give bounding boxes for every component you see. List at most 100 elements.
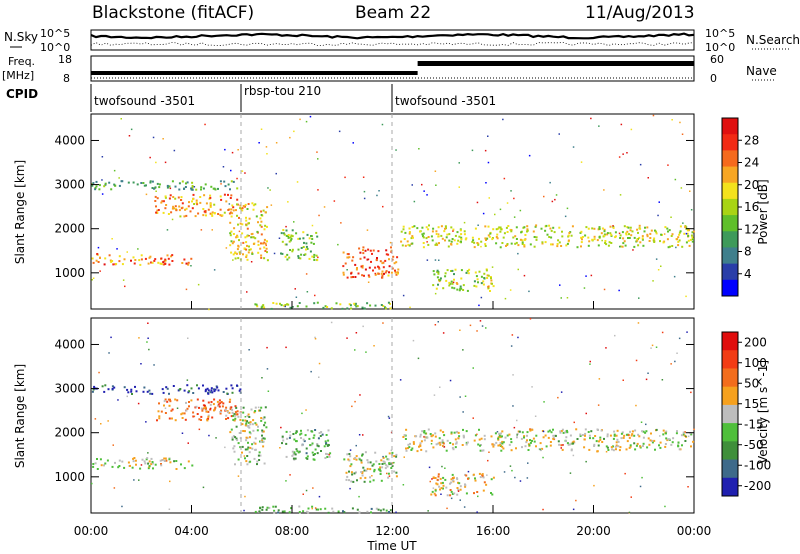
data-cell <box>443 434 446 437</box>
data-cell <box>387 472 390 475</box>
data-cell <box>463 230 466 233</box>
data-cell <box>288 511 291 514</box>
data-cell <box>237 458 240 461</box>
noise-cell <box>366 229 369 231</box>
data-cell <box>365 469 368 472</box>
data-cell <box>241 423 244 426</box>
data-cell <box>203 194 206 197</box>
noise-cell <box>100 423 102 425</box>
noise-cell <box>559 284 561 286</box>
data-cell <box>493 443 496 446</box>
data-cell <box>423 431 426 434</box>
noise-cell <box>362 325 364 328</box>
data-cell <box>489 276 492 278</box>
data-cell <box>280 252 282 255</box>
data-cell <box>247 251 250 254</box>
data-cell <box>167 213 170 215</box>
data-cell <box>521 431 524 434</box>
data-cell <box>441 481 444 484</box>
data-cell <box>498 432 501 435</box>
colorbar-tick-label: 100 <box>744 356 767 370</box>
data-cell <box>597 444 600 447</box>
data-cell <box>605 445 608 448</box>
data-cell <box>242 411 245 414</box>
data-cell <box>667 230 669 233</box>
data-cell <box>273 509 276 512</box>
colorbar-swatch <box>722 198 738 216</box>
data-cell <box>387 253 390 256</box>
data-cell <box>149 392 152 395</box>
data-cell <box>134 459 137 462</box>
data-cell <box>312 454 315 456</box>
data-cell <box>248 245 250 248</box>
data-cell <box>220 409 223 412</box>
noise-cell <box>215 437 217 439</box>
data-cell <box>246 415 249 418</box>
noise-cell <box>354 349 356 351</box>
data-cell <box>442 287 445 290</box>
data-cell <box>514 235 517 238</box>
noise-cell <box>362 434 364 436</box>
freq-tick-top: 18 <box>58 53 72 66</box>
data-cell <box>362 249 364 252</box>
noise-cell <box>441 465 443 468</box>
data-cell <box>244 424 247 427</box>
data-cell <box>526 230 528 233</box>
data-cell <box>423 430 426 432</box>
data-cell <box>517 244 520 247</box>
noise-cell <box>605 347 607 349</box>
data-cell <box>583 438 586 441</box>
data-cell <box>262 304 265 307</box>
freq-tick-bottom: 8 <box>63 72 70 85</box>
data-cell <box>306 457 309 460</box>
x-tick-label: 04:00 <box>174 524 209 538</box>
data-cell <box>473 246 476 249</box>
noise-cell <box>444 467 446 469</box>
data-cell <box>104 182 107 185</box>
noise-cell <box>580 161 583 163</box>
data-cell <box>233 413 236 416</box>
noise-cell <box>238 230 241 233</box>
data-cell <box>358 247 361 250</box>
data-cell <box>455 441 458 444</box>
data-cell <box>462 436 465 439</box>
data-cell <box>474 479 477 482</box>
data-cell <box>438 242 440 245</box>
data-cell <box>639 227 642 230</box>
data-cell <box>457 239 460 242</box>
data-cell <box>175 460 178 462</box>
data-cell <box>302 237 305 240</box>
data-cell <box>185 401 187 404</box>
data-cell <box>677 244 680 247</box>
data-cell <box>491 443 494 446</box>
noise-cell <box>101 179 103 181</box>
noise-cell <box>506 202 509 204</box>
data-cell <box>234 463 236 466</box>
data-cell <box>331 507 334 510</box>
noise-cell <box>479 320 482 322</box>
noise-cell <box>512 374 514 376</box>
data-cell <box>262 417 265 420</box>
noise-cell <box>429 480 431 483</box>
data-cell <box>285 234 288 237</box>
data-cell <box>263 416 266 419</box>
data-cell <box>244 457 246 460</box>
noise-cell <box>208 308 210 311</box>
data-cell <box>366 459 369 462</box>
data-cell <box>585 226 588 229</box>
data-cell <box>642 244 645 247</box>
data-cell <box>677 444 680 447</box>
data-cell <box>427 228 430 231</box>
data-cell <box>317 437 320 440</box>
data-cell <box>107 388 110 391</box>
data-cell <box>356 508 359 511</box>
data-cell <box>363 469 366 472</box>
data-cell <box>153 259 156 262</box>
noise-cell <box>562 444 564 446</box>
data-cell <box>225 418 227 420</box>
cpid-segment-label: rbsp-tou 210 <box>244 84 321 98</box>
noise-cell <box>317 256 319 259</box>
cpid-segment-label: twofsound -3501 <box>395 94 496 108</box>
data-cell <box>207 414 210 417</box>
data-cell <box>681 245 684 248</box>
